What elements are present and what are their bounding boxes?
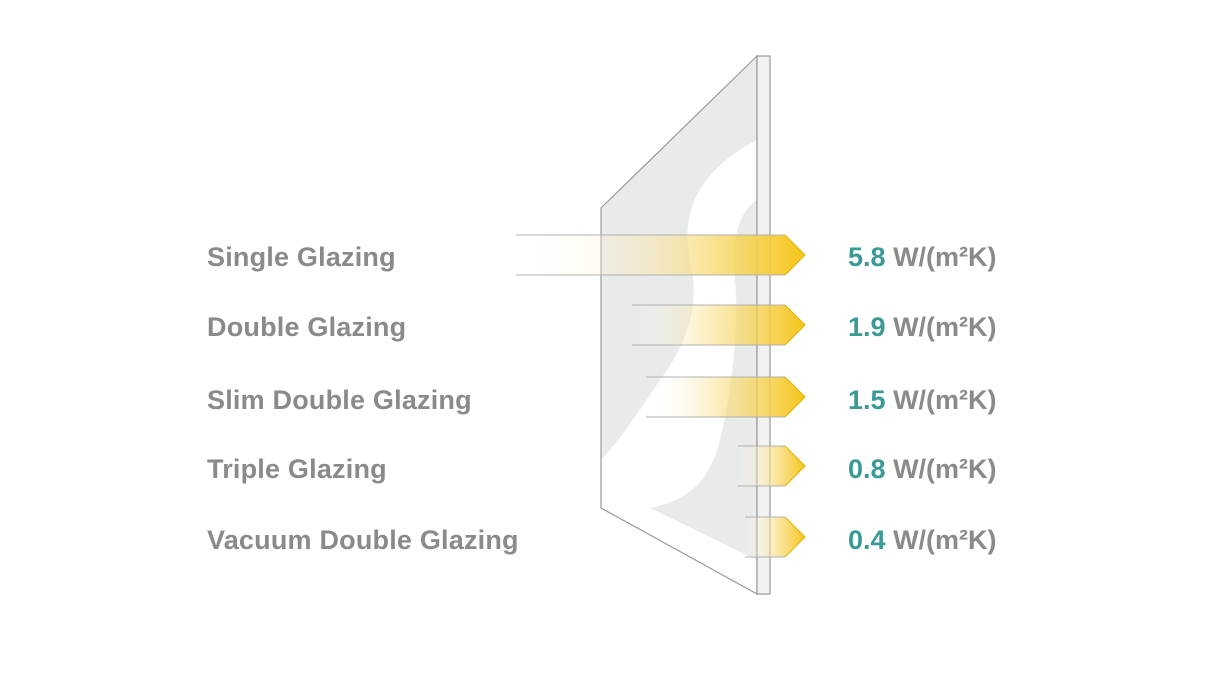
u-value-number: 1.9 (848, 312, 886, 342)
heat-arrow-slim-double (646, 376, 806, 418)
label-triple-glazing: Triple Glazing (207, 454, 387, 484)
heat-arrow-double (632, 304, 806, 346)
u-value-unit: W/(m²K) (893, 385, 997, 415)
heat-arrow-single (516, 234, 806, 276)
glass-reflection-band-2 (650, 200, 757, 560)
value-single-glazing: 5.8 W/(m²K) (848, 241, 997, 273)
heat-arrow-triple (738, 445, 806, 487)
label-double-glazing: Double Glazing (207, 312, 407, 342)
label-slim-double-glazing: Slim Double Glazing (207, 385, 472, 415)
value-triple-glazing: 0.8 W/(m²K) (848, 453, 997, 485)
u-value-unit: W/(m²K) (893, 312, 997, 342)
heat-arrow-vacuum-double (745, 516, 806, 558)
label-vacuum-double-glazing: Vacuum Double Glazing (207, 525, 519, 555)
u-value-number: 0.4 (848, 525, 886, 555)
value-double-glazing: 1.9 W/(m²K) (848, 311, 997, 343)
u-value-number: 0.8 (848, 454, 886, 484)
label-single-glazing: Single Glazing (207, 242, 396, 272)
u-value-unit: W/(m²K) (893, 525, 997, 555)
value-vacuum-double-glazing: 0.4 W/(m²K) (848, 524, 997, 556)
value-slim-double-glazing: 1.5 W/(m²K) (848, 384, 997, 416)
u-value-number: 1.5 (848, 385, 886, 415)
u-value-number: 5.8 (848, 242, 886, 272)
u-value-unit: W/(m²K) (893, 454, 997, 484)
u-value-unit: W/(m²K) (893, 242, 997, 272)
